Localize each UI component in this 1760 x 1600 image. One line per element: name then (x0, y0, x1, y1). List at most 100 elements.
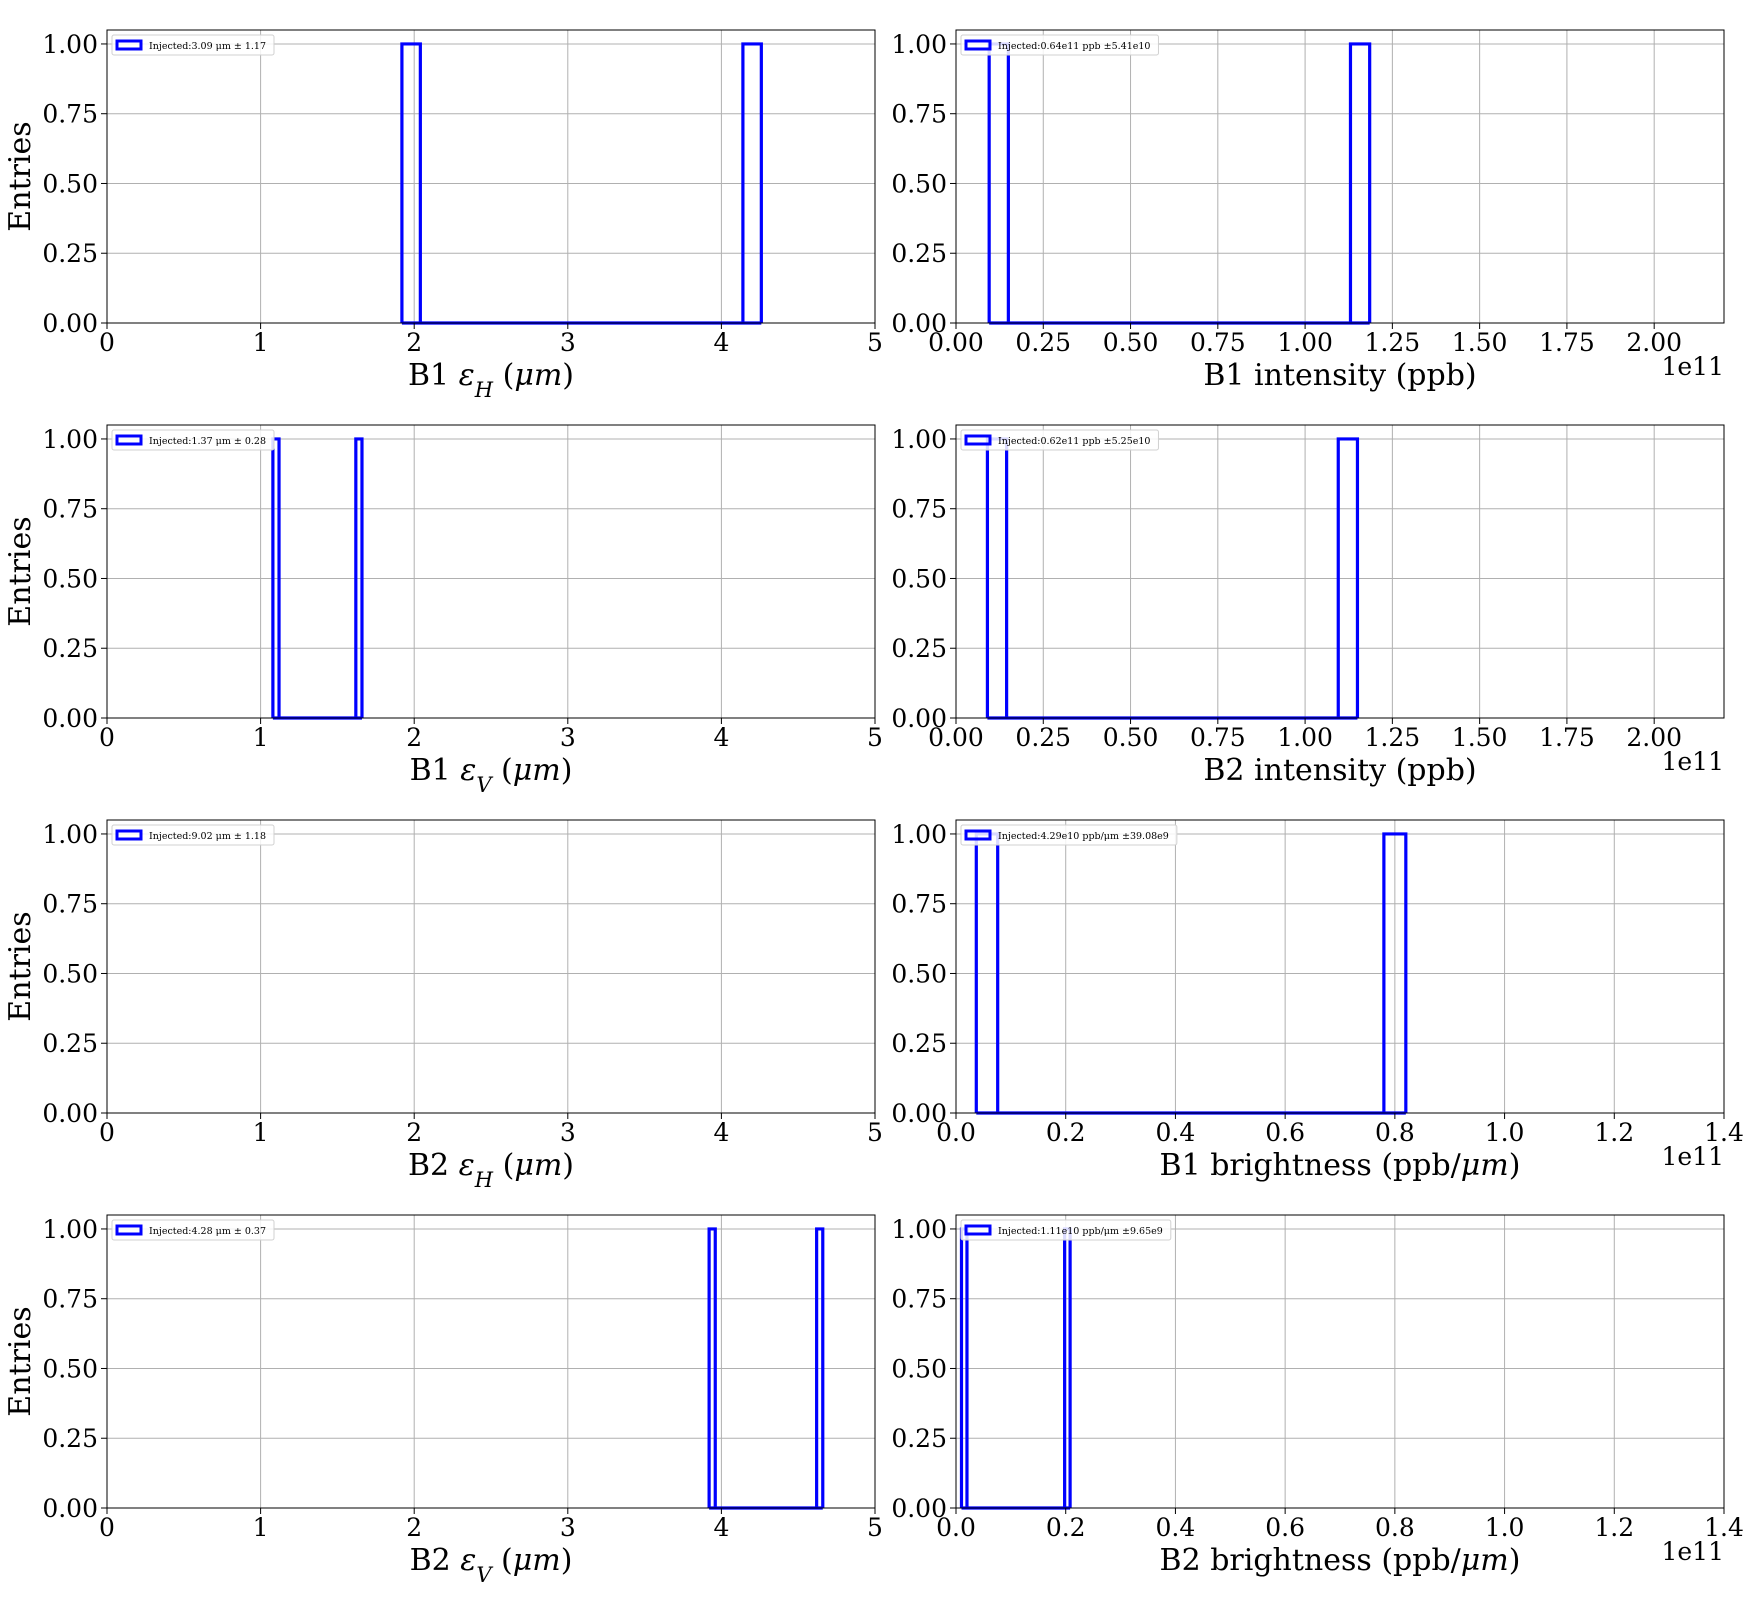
legend-swatch (115, 434, 143, 446)
x-tick-label: 0.00 (928, 723, 984, 752)
legend-swatch (115, 39, 143, 51)
axes-frame (955, 819, 1725, 1114)
histogram-panel-1: 0 1 2 3 4 5 0.00 0.25 0.50 0.75 1.00 B1 εH (μm) Entr… (3, 29, 883, 402)
legend-label: Injected:1.11e10 ppb/μm ±9.65e9 (998, 1226, 1163, 1237)
x-tick-label: 5 (867, 328, 883, 357)
legend-swatch (115, 1224, 143, 1236)
x-axis-label: B2 εH (μm) (408, 1148, 574, 1192)
axes-frame (106, 29, 876, 324)
x-tick-label: 2.00 (1626, 723, 1682, 752)
x-tick-label: 0.6 (1265, 1118, 1305, 1147)
axes-frame (955, 29, 1725, 324)
x-tick-label: 1.25 (1365, 723, 1421, 752)
x-tick-label: 5 (867, 723, 883, 752)
x-tick-label: 0.0 (936, 1513, 976, 1542)
y-tick-label: 0.75 (891, 1285, 947, 1314)
x-tick-label: 0.25 (1015, 328, 1071, 357)
legend-label: Injected:9.02 μm ± 1.18 (149, 831, 266, 842)
y-axis-label: Entries (3, 516, 38, 626)
plot-area (956, 30, 1724, 323)
x-axis-label: B1 εV (μm) (410, 753, 573, 797)
y-tick-label: 0.75 (42, 495, 98, 524)
x-tick-label: 1.2 (1594, 1513, 1634, 1542)
axis-offset-label: 1e11 (1661, 352, 1724, 381)
y-tick-label: 0.00 (891, 309, 947, 338)
y-tick-label: 1.00 (891, 1215, 947, 1244)
axis-offset-label: 1e11 (1661, 747, 1724, 776)
x-tick-label: 0.2 (1046, 1513, 1086, 1542)
x-tick-label: 3 (560, 723, 576, 752)
x-tick-label: 0.4 (1156, 1118, 1196, 1147)
legend-frame (960, 1219, 1172, 1241)
y-tick-label: 0.00 (42, 309, 98, 338)
plot-area (956, 425, 1724, 718)
legend-swatch (964, 434, 992, 446)
x-axis-label: B2 εV (μm) (410, 1543, 573, 1587)
y-tick-label: 1.00 (42, 820, 98, 849)
legend-swatch (964, 39, 992, 51)
legend-frame (111, 1219, 275, 1241)
x-tick-label: 3 (560, 1513, 576, 1542)
x-tick-label: 1.25 (1365, 328, 1421, 357)
x-tick-label: 1.00 (1277, 328, 1333, 357)
y-tick-label: 0.50 (891, 564, 947, 593)
y-tick-label: 0.50 (42, 564, 98, 593)
histogram-bin (271, 437, 281, 718)
histogram-bin (741, 42, 763, 323)
x-tick-label: 0 (99, 328, 115, 357)
y-tick-label: 0.00 (891, 704, 947, 733)
y-axis-label: Entries (3, 911, 38, 1021)
x-tick-label: 0.50 (1103, 328, 1159, 357)
x-tick-label: 0.4 (1156, 1513, 1196, 1542)
y-tick-label: 0.00 (42, 1099, 98, 1128)
histogram-bin (1336, 437, 1360, 718)
x-tick-label: 3 (560, 328, 576, 357)
legend-frame (960, 824, 1178, 846)
x-tick-label: 1.0 (1485, 1118, 1525, 1147)
x-tick-label: 1.0 (1485, 1513, 1525, 1542)
x-tick-label: 1 (253, 723, 269, 752)
x-tick-label: 1.50 (1452, 723, 1508, 752)
x-tick-label: 1.00 (1277, 723, 1333, 752)
plot-area (107, 1215, 875, 1508)
legend: Injected:0.64e11 ppb ±5.41e10 (960, 34, 1159, 56)
axes-frame (955, 1214, 1725, 1509)
histogram-panel-2: 0.00 0.25 0.50 0.75 1.00 1.25 1.50 1.75 2.00 0.00… (891, 29, 1725, 393)
legend: Injected:4.29e10 ppb/μm ±39.08e9 (960, 824, 1178, 846)
x-axis-label: B1 intensity (ppb) (1203, 358, 1476, 393)
axis-offset-label: 1e11 (1661, 1537, 1724, 1566)
x-tick-label: 0 (99, 1118, 115, 1147)
y-tick-label: 0.25 (42, 239, 98, 268)
x-tick-label: 0.6 (1265, 1513, 1305, 1542)
histogram-panel-8: 0.0 0.2 0.4 0.6 0.8 1.0 1.2 1.4 0.00 0.25 0.50 0.75… (891, 1214, 1744, 1578)
y-tick-label: 1.00 (42, 30, 98, 59)
legend: Injected:3.09 μm ± 1.17 (111, 34, 275, 56)
y-tick-label: 0.25 (891, 1424, 947, 1453)
legend-frame (960, 429, 1159, 451)
x-tick-label: 0.00 (928, 328, 984, 357)
x-tick-label: 4 (713, 723, 729, 752)
plot-area (956, 820, 1724, 1113)
y-tick-label: 0.00 (891, 1494, 947, 1523)
y-tick-label: 0.75 (42, 100, 98, 129)
x-tick-label: 1.75 (1539, 723, 1595, 752)
x-tick-label: 4 (713, 328, 729, 357)
axes-frame (106, 819, 876, 1114)
legend: Injected:9.02 μm ± 1.18 (111, 824, 275, 846)
x-tick-label: 5 (867, 1118, 883, 1147)
x-tick-label: 1 (253, 1118, 269, 1147)
legend-frame (111, 34, 275, 56)
y-tick-label: 0.50 (42, 1354, 98, 1383)
histogram-bin (354, 437, 364, 718)
x-tick-label: 2 (406, 1513, 422, 1542)
y-tick-label: 1.00 (891, 425, 947, 454)
x-tick-label: 1.4 (1704, 1118, 1744, 1147)
x-tick-label: 2.00 (1626, 328, 1682, 357)
x-tick-label: 0.75 (1190, 328, 1246, 357)
histogram-panel-6: 0.0 0.2 0.4 0.6 0.8 1.0 1.2 1.4 0.00 0.25 0.50 0.75… (891, 819, 1744, 1183)
x-tick-label: 4 (713, 1513, 729, 1542)
y-tick-label: 0.00 (891, 1099, 947, 1128)
x-axis-label: B1 brightness (ppb/μm) (1160, 1148, 1521, 1183)
legend-label: Injected:4.29e10 ppb/μm ±39.08e9 (998, 831, 1169, 842)
y-tick-label: 1.00 (891, 820, 947, 849)
